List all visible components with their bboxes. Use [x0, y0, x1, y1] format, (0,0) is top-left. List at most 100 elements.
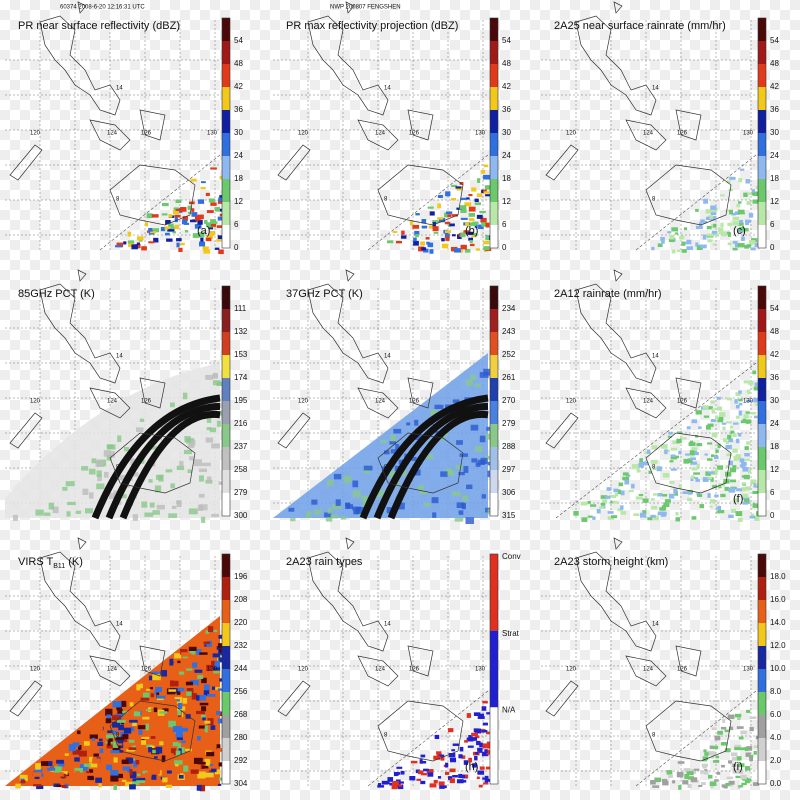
- rain-cell: [483, 240, 490, 245]
- tb-cell: [327, 507, 332, 514]
- rain-cell: [751, 191, 758, 196]
- rain-cell: [725, 465, 730, 469]
- rain-cell: [421, 772, 427, 776]
- rain-cell: [754, 403, 760, 406]
- colorbar-tick-label: 12: [770, 197, 779, 206]
- rain-cell: [458, 754, 463, 759]
- coastline: [645, 164, 732, 226]
- rain-cell: [409, 220, 413, 226]
- colorbar-tick-label: 237: [234, 442, 248, 451]
- tb-cell: [35, 763, 41, 770]
- rain-cell: [753, 386, 760, 391]
- tb-cell: [87, 775, 94, 780]
- rain-cell: [474, 224, 478, 228]
- rain-cell: [748, 213, 754, 218]
- lon-label: 120: [566, 667, 577, 673]
- rain-cell: [739, 168, 745, 171]
- tb-cell: [155, 746, 163, 754]
- rain-cell: [468, 735, 473, 738]
- rain-cell: [432, 220, 439, 224]
- coastline: [109, 700, 196, 762]
- lat-label: 14: [116, 354, 123, 360]
- rain-cell: [687, 458, 693, 464]
- rain-cell: [444, 212, 448, 218]
- rain-cell: [451, 198, 457, 201]
- rain-cell: [620, 490, 625, 496]
- coastline: [675, 645, 702, 677]
- tb-cell: [191, 693, 197, 700]
- colorbar-segment: [758, 577, 766, 600]
- rain-cell: [731, 213, 736, 216]
- rain-cell: [677, 761, 685, 764]
- rain-cell: [652, 493, 659, 496]
- colorbar-tick-label: 18: [234, 174, 243, 183]
- tb-cell: [196, 784, 202, 791]
- rain-cell: [709, 505, 713, 508]
- rain-cell: [474, 202, 481, 206]
- tb-cell: [395, 444, 400, 450]
- rain-cell: [437, 776, 442, 779]
- rain-cell: [473, 712, 481, 716]
- tb-cell: [216, 381, 224, 387]
- lon-label: 130: [207, 131, 218, 137]
- tb-cell: [129, 777, 136, 781]
- tb-cell: [419, 490, 428, 495]
- rain-cell: [199, 241, 206, 247]
- tb-cell: [210, 768, 217, 772]
- colorbar-segment: [222, 493, 230, 516]
- rain-cell: [732, 768, 738, 774]
- tb-cell: [136, 777, 146, 781]
- lon-label: 130: [743, 667, 754, 673]
- tb-cell: [384, 450, 390, 455]
- rain-cell: [707, 215, 713, 219]
- colorbar-tick-label: 279: [502, 419, 516, 428]
- rain-cell: [713, 223, 717, 228]
- rain-cell: [459, 746, 464, 752]
- tb-cell: [106, 454, 112, 461]
- rain-cell: [466, 737, 474, 742]
- rain-cell: [662, 511, 667, 516]
- rain-cell: [483, 189, 487, 194]
- panel-title: PR max reflectivity projection (dBZ): [286, 20, 458, 32]
- rain-cell: [175, 208, 181, 211]
- rain-cell: [165, 220, 171, 225]
- rain-cell: [436, 751, 442, 755]
- rain-cell: [742, 493, 748, 498]
- rain-cell: [709, 499, 716, 504]
- tb-cell: [214, 769, 221, 775]
- tb-cell: [207, 668, 212, 675]
- lon-label: 120: [30, 131, 41, 137]
- lat-label: 14: [384, 622, 391, 628]
- rain-cell: [398, 784, 403, 787]
- rain-cell: [420, 754, 426, 758]
- rain-cell: [444, 230, 452, 233]
- rain-cell: [737, 212, 745, 215]
- colorbar-tick-label: 24: [234, 151, 243, 160]
- colorbar-segment: [222, 669, 230, 692]
- rain-cell: [653, 467, 659, 471]
- colorbar-tick-label: N/A: [502, 705, 516, 714]
- tb-cell: [178, 774, 184, 779]
- rain-cell: [712, 760, 719, 763]
- rain-cell: [738, 390, 742, 394]
- rain-cell: [690, 457, 696, 461]
- rain-cell: [707, 233, 714, 237]
- rain-cell: [628, 490, 634, 493]
- rain-cell: [481, 730, 488, 733]
- tb-cell: [471, 458, 478, 463]
- tb-cell: [199, 504, 208, 511]
- colorbar-tick-label: 304: [234, 779, 248, 788]
- coastline: [77, 537, 87, 550]
- rain-cell: [445, 236, 450, 241]
- lon-label: 126: [677, 667, 688, 673]
- rain-cell: [484, 749, 488, 754]
- colorbar-tick-label: 268: [234, 710, 248, 719]
- tb-cell: [169, 680, 175, 687]
- rain-cell: [626, 474, 631, 477]
- coastline: [139, 109, 166, 141]
- rain-cell: [662, 494, 668, 497]
- colorbar-tick-label: 54: [502, 36, 511, 45]
- tb-cell: [145, 684, 150, 688]
- colorbar-tick-label: 18: [502, 174, 511, 183]
- tb-cell: [162, 708, 169, 712]
